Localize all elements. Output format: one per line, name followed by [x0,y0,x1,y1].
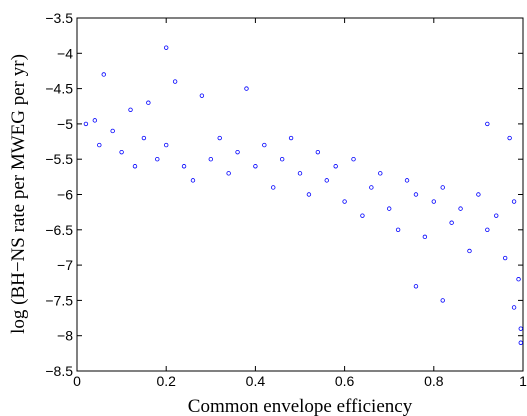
data-point [163,142,169,148]
data-point [92,118,98,123]
x-tick-label: 0 [73,373,81,389]
plot-area: 0 0.2 0.4 0.6 0.8 1 −8.5−8−7.5−7−6.5−6−5.5−5−… [45,10,527,389]
data-point [217,135,222,141]
y-tick-label: −8 [57,328,73,344]
data-point [413,192,419,197]
data-point [511,199,517,204]
data-point [333,164,338,169]
data-point [190,178,196,183]
scatter-points [83,45,523,345]
x-axis-label: Common envelope efficiency [188,396,413,416]
data-point [360,213,365,218]
data-point [467,248,472,254]
data-point [351,156,356,162]
data-point [97,142,102,148]
x-tick-label: 0.4 [246,373,266,389]
data-point [413,284,419,289]
data-point [516,277,521,282]
data-point [342,199,347,204]
data-point [518,326,523,331]
data-point [404,178,410,183]
data-point [235,149,240,155]
data-point [208,156,213,162]
x-axis-ticks: 0 0.2 0.4 0.6 0.8 1 [73,18,527,389]
data-point [163,45,169,50]
data-point [378,171,383,176]
x-tick-label: 0.6 [335,373,355,389]
data-point [244,86,249,91]
data-point [395,227,401,232]
plot-frame [76,17,524,372]
data-point [324,178,329,183]
data-point [440,298,445,303]
data-point [507,135,512,141]
data-point [288,135,294,141]
data-point [387,206,392,211]
y-tick-label: −7 [57,257,73,273]
x-tick-label: 1 [519,373,527,389]
data-point [511,305,517,310]
data-point [199,93,205,98]
y-axis-label: log (BH−NS rate per MWEG per yr) [8,54,29,334]
data-point [141,135,147,141]
x-tick-label: 0.8 [424,373,444,389]
data-point [226,171,231,176]
data-point [262,142,267,148]
data-point [369,185,374,190]
data-point [518,340,523,345]
y-tick-label: −5.5 [45,151,73,167]
data-point [297,171,303,176]
data-point [172,79,178,84]
data-point [306,192,312,197]
y-tick-label: −6.5 [45,222,73,238]
y-tick-label: −6 [57,187,73,203]
data-point [155,156,160,162]
data-point [485,121,490,127]
y-tick-label: −3.5 [45,10,73,26]
data-point [449,220,454,225]
data-point [132,164,138,169]
data-point [271,185,276,190]
y-tick-label: −7.5 [45,292,73,308]
data-point [101,72,106,77]
y-axis-ticks: −8.5 −8 −7.5 −7 −6.5 −6 −5.5 −5 −4.5 −4 −3.5 [45,10,523,379]
y-tick-label: −4.5 [45,81,73,97]
data-point [502,255,508,261]
data-point [458,206,463,211]
data-point [476,192,481,197]
data-point [83,121,89,127]
data-point [279,156,285,162]
data-point [119,149,124,155]
data-point [110,128,115,134]
y-tick-label: −8.5 [45,363,73,379]
data-point [431,199,436,204]
data-point [315,149,321,155]
data-point [494,213,499,218]
x-tick-label: 0.2 [156,373,176,389]
data-point [253,164,258,169]
data-point [128,107,133,112]
data-point [146,100,151,105]
data-point [181,164,187,169]
data-point [485,227,490,232]
data-point [440,185,445,190]
y-tick-label: −4 [57,45,73,61]
data-point [422,234,428,240]
y-tick-label: −5 [57,116,73,132]
